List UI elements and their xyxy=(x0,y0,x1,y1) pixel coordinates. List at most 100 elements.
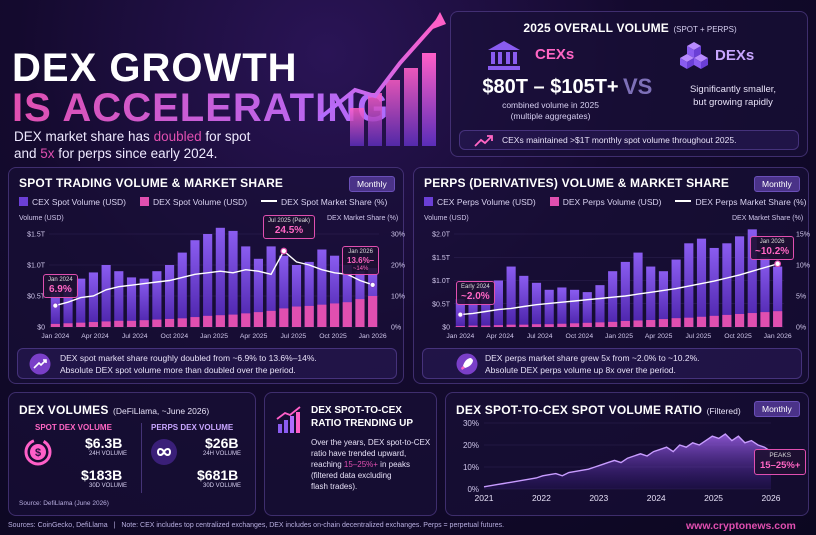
legend-dex: DEX Perps Volume (USD) xyxy=(549,197,662,207)
peaks-value: 15–25%+ xyxy=(760,460,801,471)
callout-value: 6.9% xyxy=(48,284,72,295)
dex-desc-line: Significantly smaller, xyxy=(689,84,777,95)
cex-bar xyxy=(544,289,554,327)
svg-text:$: $ xyxy=(35,447,41,459)
dex-bar xyxy=(633,320,643,327)
y-tick-left: $1.0T xyxy=(432,278,451,285)
footer-note-text: Note: CEX includes top centralized excha… xyxy=(121,522,505,529)
ratio-frequency-chip[interactable]: Monthly xyxy=(754,401,800,417)
ratio-body-highlight: 15–25%+ xyxy=(343,460,378,469)
vs-label: VS xyxy=(623,74,653,99)
perps-chart: $0 $0.5T $1.0T $1.5T $2.0T 0% 5% 10% 15% Jan 2024… xyxy=(432,229,810,340)
dex-bar xyxy=(735,313,745,327)
x-tick: Jan 2024 xyxy=(446,333,474,340)
cex-bar xyxy=(519,275,529,327)
x-tick: Oct 2024 xyxy=(566,333,594,340)
subtitle-text: and xyxy=(14,146,41,161)
cex-bar xyxy=(253,258,263,327)
ratio-body-line: (filtered data excluding xyxy=(311,471,392,480)
cex-desc-line: (multiple aggregates) xyxy=(510,111,591,121)
x-tick: 2023 xyxy=(589,493,608,503)
trend-up-icon xyxy=(474,135,493,147)
dex-bar xyxy=(228,314,238,327)
cex-bar xyxy=(747,229,757,327)
x-tick: Jul 2024 xyxy=(122,333,148,340)
cex-bar xyxy=(241,246,251,327)
cex-bar xyxy=(582,292,592,327)
subtitle: DEX market share has doubled for spot an… xyxy=(14,128,314,162)
cubes-icon xyxy=(680,42,708,69)
vertical-divider xyxy=(141,423,142,493)
dex-bar xyxy=(506,324,516,327)
cex-bar xyxy=(330,255,340,327)
legend-dex-label: DEX Perps Volume (USD) xyxy=(562,197,662,207)
ratio-chart-title: DEX SPOT-TO-CEX SPOT VOLUME RATIO (Filte… xyxy=(456,401,741,419)
ratio-body-line: reaching 15–25%+ in peaks xyxy=(311,459,435,470)
dex-bar xyxy=(493,325,503,327)
cex-bar xyxy=(215,227,225,327)
x-tick: Apr 2024 xyxy=(486,333,514,340)
dex-bar xyxy=(101,321,111,327)
perps-24h-label: 24H VOLUME xyxy=(203,451,242,457)
y-tick-left: $1.5T xyxy=(432,255,451,262)
y-tick-left: $0.5T xyxy=(27,294,46,301)
dex-bar xyxy=(481,325,491,327)
footer-site-link[interactable]: www.cryptonews.com xyxy=(686,520,796,532)
y-tick-right: 30% xyxy=(391,232,405,239)
cex-bar xyxy=(633,252,643,327)
subtitle-highlight: 5x xyxy=(40,146,55,161)
perps-frequency-chip[interactable]: Monthly xyxy=(754,176,800,192)
callout-date: Jan 2026 xyxy=(759,239,785,245)
y-tick-right: 15% xyxy=(796,232,810,239)
dex-bar xyxy=(50,323,60,327)
ratio-body-line: ratio have trended upward, xyxy=(311,449,407,458)
x-tick: Apr 2024 xyxy=(81,333,109,340)
dex-bar xyxy=(139,320,149,327)
spot-title: SPOT TRADING VOLUME & MARKET SHARE xyxy=(19,176,284,190)
perps-30d-value: $681B xyxy=(197,467,239,483)
cex-bar xyxy=(735,236,745,327)
overall-title-note: (SPOT + PERPS) xyxy=(673,25,737,34)
spot-callout-peak: Jul 2025 (Peak) 24.5% xyxy=(263,215,316,239)
cex-bar xyxy=(722,243,732,327)
dex-bar xyxy=(519,324,529,327)
spot-ylabel-left: Volume (USD) xyxy=(19,215,64,222)
x-tick: Jan 2025 xyxy=(200,333,228,340)
title-line-2: IS ACCELERATING xyxy=(12,86,390,130)
x-tick: Jan 2025 xyxy=(605,333,633,340)
y-tick-left: $1.5T xyxy=(27,232,46,239)
callout-value: ~10.2% xyxy=(755,246,790,257)
cex-bar xyxy=(570,289,580,327)
dex-bar xyxy=(190,317,200,327)
dex-desc: Significantly smaller, but growing rapid… xyxy=(663,83,803,109)
spot-24h-label: 24H VOLUME xyxy=(89,451,128,457)
perps-note-line: DEX perps market share grew 5x from ~2.0… xyxy=(485,353,700,363)
overall-title-text: 2025 OVERALL VOLUME xyxy=(523,21,669,35)
dex-bar xyxy=(722,314,732,327)
spot-frequency-chip[interactable]: Monthly xyxy=(349,176,395,192)
perps-24h-value: $26B xyxy=(205,435,239,451)
y-tick: 0% xyxy=(467,485,479,494)
dex-label: DEXs xyxy=(715,47,755,64)
dex-bar xyxy=(291,306,302,327)
perps-callout-end: Jan 2026 ~10.2% xyxy=(750,236,795,260)
dex-volumes-title-text: DEX VOLUMES xyxy=(19,403,109,417)
x-tick: 2022 xyxy=(532,493,551,503)
rocket-icon xyxy=(456,353,478,375)
dex-bar xyxy=(671,318,681,327)
cex-bar xyxy=(709,247,719,327)
ratio-line xyxy=(483,433,772,488)
cex-bar xyxy=(177,252,187,327)
cex-bar xyxy=(50,292,60,327)
legend-share-label: DEX Perps Market Share (%) xyxy=(695,197,807,207)
y-tick-right: 20% xyxy=(391,263,405,270)
subtitle-highlight: doubled xyxy=(153,129,202,144)
ratio-body-line: Over the years, DEX spot-to-CEX xyxy=(311,438,431,447)
x-tick: Jan 2026 xyxy=(359,333,387,340)
perps-dex-label: PERPS DEX VOLUME xyxy=(151,423,234,432)
dex-bar xyxy=(544,324,554,327)
spot-dex-label: SPOT DEX VOLUME xyxy=(35,423,112,432)
x-tick: 2025 xyxy=(704,493,723,503)
spot-chart: $0 $0.5T $1.0T $1.5T 0% 10% 20% 30% Jan 2024 Apr … xyxy=(27,227,405,340)
perps-note: DEX perps market share grew 5x from ~2.0… xyxy=(422,348,802,379)
